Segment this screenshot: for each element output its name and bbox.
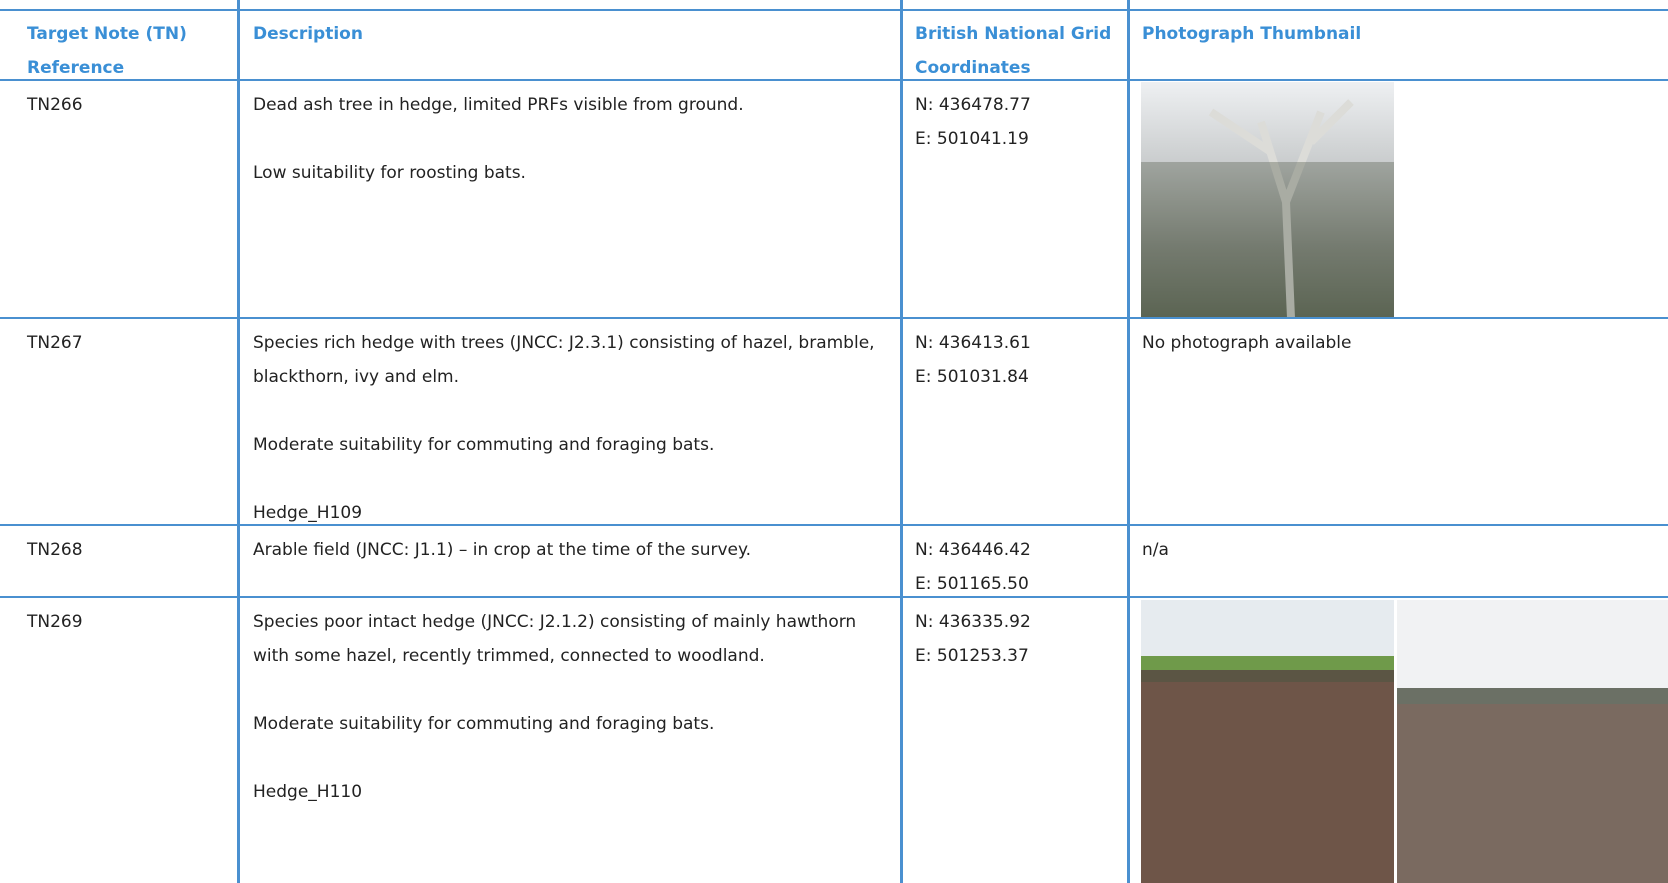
- coordinate: N: 436446.42: [915, 540, 1031, 560]
- tn-reference: TN266: [27, 95, 83, 115]
- reference-cell: TN267: [27, 326, 227, 360]
- photo-note: n/a: [1142, 540, 1169, 560]
- column-border: [1127, 0, 1130, 883]
- column-header: Photograph Thumbnail: [1142, 17, 1642, 51]
- row-border: [0, 79, 1668, 81]
- column-header: Description: [253, 17, 893, 51]
- description-paragraph: Species poor intact hedge (JNCC: J2.1.2)…: [253, 612, 857, 666]
- description-paragraph: Species rich hedge with trees (JNCC: J2.…: [253, 333, 875, 387]
- tn-reference: TN269: [27, 612, 83, 632]
- coordinate: N: 436335.92: [915, 612, 1031, 632]
- photo-cell: n/a: [1142, 533, 1642, 567]
- description-paragraph: Arable field (JNCC: J1.1) – in crop at t…: [253, 540, 752, 560]
- column-header: Target Note (TN) Reference: [27, 17, 227, 85]
- column-header-text: British National Grid Coordinates: [915, 24, 1112, 78]
- description-cell: Arable field (JNCC: J1.1) – in crop at t…: [253, 533, 893, 567]
- reference-cell: TN269: [27, 605, 227, 639]
- description-paragraph: Dead ash tree in hedge, limited PRFs vis…: [253, 95, 744, 115]
- coordinate: E: 501041.19: [915, 129, 1029, 149]
- photo-dead-ash-tree: [1141, 82, 1394, 318]
- column-header: British National Grid Coordinates: [915, 17, 1120, 85]
- column-header-text: Description: [253, 24, 363, 44]
- tn-reference: TN268: [27, 540, 83, 560]
- coordinates-cell: N: 436478.77 E: 501041.19: [915, 88, 1120, 156]
- column-header-text: Target Note (TN) Reference: [27, 24, 187, 78]
- row-border: [0, 524, 1668, 526]
- coordinate: E: 501031.84: [915, 367, 1029, 387]
- description-paragraph: Low suitability for roosting bats.: [253, 163, 526, 183]
- coordinates-cell: N: 436413.61 E: 501031.84: [915, 326, 1120, 394]
- description-cell: Species rich hedge with trees (JNCC: J2.…: [253, 326, 893, 530]
- description-cell: Dead ash tree in hedge, limited PRFs vis…: [253, 88, 893, 190]
- photo-note: No photograph available: [1142, 333, 1352, 353]
- description-paragraph: Hedge_H109: [253, 503, 363, 523]
- description-cell: Species poor intact hedge (JNCC: J2.1.2)…: [253, 605, 893, 809]
- coordinates-cell: N: 436446.42 E: 501165.50: [915, 533, 1120, 601]
- photo-field-1: [1141, 600, 1394, 883]
- coordinates-cell: N: 436335.92 E: 501253.37: [915, 605, 1120, 673]
- photo-cell: No photograph available: [1142, 326, 1642, 360]
- coordinate: E: 501165.50: [915, 574, 1029, 594]
- coordinate: N: 436413.61: [915, 333, 1031, 353]
- tn-reference: TN267: [27, 333, 83, 353]
- coordinate: E: 501253.37: [915, 646, 1029, 666]
- column-header-text: Photograph Thumbnail: [1142, 24, 1362, 44]
- column-border: [237, 0, 240, 883]
- photo-field-2: [1397, 600, 1668, 883]
- description-paragraph: Moderate suitability for commuting and f…: [253, 714, 715, 734]
- reference-cell: TN268: [27, 533, 227, 567]
- coordinate: N: 436478.77: [915, 95, 1031, 115]
- description-paragraph: Hedge_H110: [253, 782, 363, 802]
- description-paragraph: Moderate suitability for commuting and f…: [253, 435, 715, 455]
- row-border: [0, 317, 1668, 319]
- table-border: [0, 9, 1668, 11]
- row-border: [0, 596, 1668, 598]
- column-border: [900, 0, 903, 883]
- reference-cell: TN266: [27, 88, 227, 122]
